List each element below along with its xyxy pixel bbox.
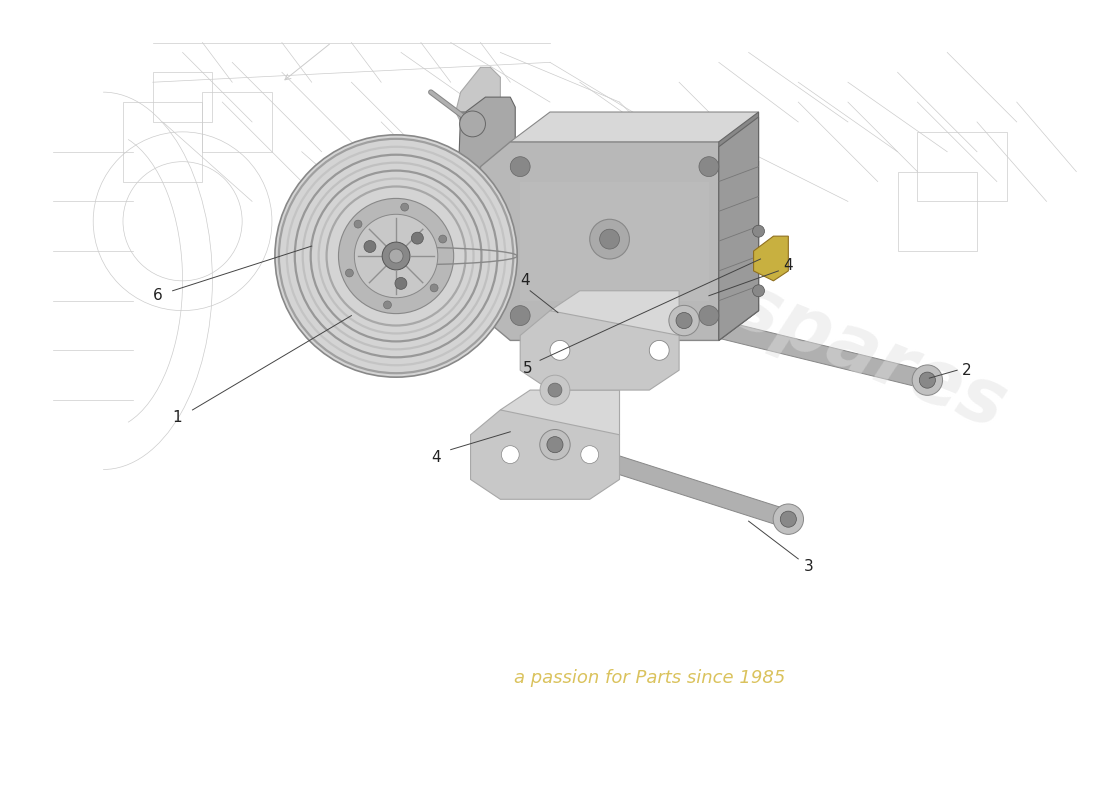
Text: 5: 5 xyxy=(524,361,534,376)
Bar xyxy=(202,92,272,152)
Circle shape xyxy=(473,210,497,233)
Polygon shape xyxy=(520,182,708,301)
Circle shape xyxy=(780,511,796,527)
FancyBboxPatch shape xyxy=(552,436,791,528)
Circle shape xyxy=(389,249,403,263)
Circle shape xyxy=(384,301,392,309)
Circle shape xyxy=(275,135,517,377)
Circle shape xyxy=(547,437,563,453)
Text: 4: 4 xyxy=(431,450,441,465)
Polygon shape xyxy=(550,290,679,335)
Polygon shape xyxy=(718,112,759,341)
Circle shape xyxy=(698,157,718,177)
Circle shape xyxy=(430,284,438,292)
Circle shape xyxy=(510,306,530,326)
Circle shape xyxy=(502,446,519,463)
Bar xyxy=(898,171,977,251)
Circle shape xyxy=(920,372,935,388)
Text: a passion for Parts since 1985: a passion for Parts since 1985 xyxy=(514,669,785,687)
Polygon shape xyxy=(718,117,759,341)
Text: 3: 3 xyxy=(803,559,813,574)
Bar xyxy=(123,102,202,182)
Polygon shape xyxy=(481,142,759,341)
Circle shape xyxy=(411,232,424,244)
Circle shape xyxy=(540,375,570,405)
Circle shape xyxy=(540,430,570,460)
Text: eurospares: eurospares xyxy=(541,196,1016,446)
Bar xyxy=(153,72,212,122)
Circle shape xyxy=(354,220,362,228)
Circle shape xyxy=(510,157,530,177)
Circle shape xyxy=(439,235,447,243)
Circle shape xyxy=(382,242,410,270)
FancyBboxPatch shape xyxy=(682,312,930,389)
Circle shape xyxy=(590,219,629,259)
Text: 4: 4 xyxy=(783,258,793,274)
Text: 1: 1 xyxy=(173,410,183,426)
Circle shape xyxy=(364,241,376,253)
Circle shape xyxy=(698,306,718,326)
Circle shape xyxy=(669,306,700,336)
Circle shape xyxy=(676,313,692,329)
Circle shape xyxy=(460,111,485,137)
Circle shape xyxy=(752,226,764,237)
Circle shape xyxy=(345,269,353,277)
Circle shape xyxy=(400,203,409,211)
Text: 2: 2 xyxy=(962,362,972,378)
Circle shape xyxy=(752,285,764,297)
Circle shape xyxy=(649,341,669,360)
Polygon shape xyxy=(510,112,759,162)
Circle shape xyxy=(773,504,803,534)
Text: 6: 6 xyxy=(153,288,163,303)
Polygon shape xyxy=(455,67,500,122)
Circle shape xyxy=(600,229,619,249)
Circle shape xyxy=(548,383,562,397)
Polygon shape xyxy=(520,310,679,390)
Circle shape xyxy=(912,365,943,395)
Circle shape xyxy=(354,214,438,298)
Polygon shape xyxy=(754,236,789,281)
Circle shape xyxy=(339,198,453,314)
Polygon shape xyxy=(500,390,619,434)
Polygon shape xyxy=(471,410,619,499)
Bar xyxy=(917,132,1006,202)
Polygon shape xyxy=(455,97,515,261)
Text: 4: 4 xyxy=(520,274,530,288)
Circle shape xyxy=(395,278,407,290)
Circle shape xyxy=(550,341,570,360)
Circle shape xyxy=(581,446,598,463)
